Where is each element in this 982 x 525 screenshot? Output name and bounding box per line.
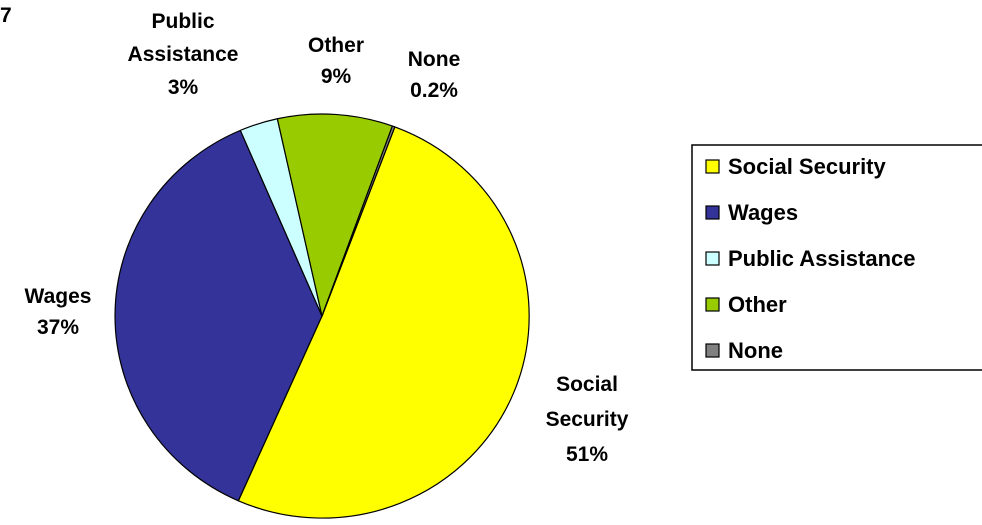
slice-label-social-security: Social Security 51%	[546, 373, 629, 466]
slice-percent-none: 0.2%	[410, 79, 458, 102]
legend-label-social-security: Social Security	[728, 154, 887, 179]
slice-label-other: Other 9%	[308, 34, 364, 88]
legend-label-none: None	[728, 338, 783, 363]
slice-name-social-security: Security	[546, 408, 629, 431]
slice-name-public-assistance: Public	[151, 10, 214, 33]
pie-slice-social-security	[237, 126, 530, 519]
slice-name-none: None	[408, 48, 461, 71]
pie-slices	[114, 113, 530, 519]
slice-name-social-security: Social	[556, 373, 618, 396]
slice-percent-public-assistance: 3%	[168, 76, 199, 99]
legend-swatch-wages	[705, 205, 720, 220]
legend-swatch-social-security	[705, 159, 720, 174]
corner-text: 7	[0, 4, 12, 27]
legend-label-public-assistance: Public Assistance	[728, 246, 915, 271]
slice-label-none: None 0.2%	[408, 48, 461, 102]
legend-label-other: Other	[728, 292, 787, 317]
slice-percent-social-security: 51%	[566, 443, 608, 466]
pie-slice-none	[321, 125, 396, 317]
slice-label-public-assistance: Public Assistance 3%	[128, 10, 239, 99]
legend: Social Security Wages Public Assistance Oth…	[691, 144, 982, 371]
slice-name-public-assistance: Assistance	[128, 43, 239, 66]
pie-slice-other	[276, 113, 393, 317]
slice-name-other: Other	[308, 34, 364, 57]
pie-slice-wages	[114, 129, 323, 502]
slice-name-wages: Wages	[25, 285, 92, 308]
pie-slice-labels: Social Security 51% Wages 37% Public Assistanc…	[25, 10, 629, 466]
slice-label-wages: Wages 37%	[25, 285, 92, 339]
legend-swatch-public-assistance	[705, 251, 720, 266]
legend-label-wages: Wages	[728, 200, 798, 225]
slice-percent-other: 9%	[321, 65, 352, 88]
slice-percent-wages: 37%	[37, 316, 79, 339]
legend-swatch-other	[705, 297, 720, 312]
legend-swatch-none	[705, 343, 720, 358]
legend-box	[691, 144, 982, 371]
